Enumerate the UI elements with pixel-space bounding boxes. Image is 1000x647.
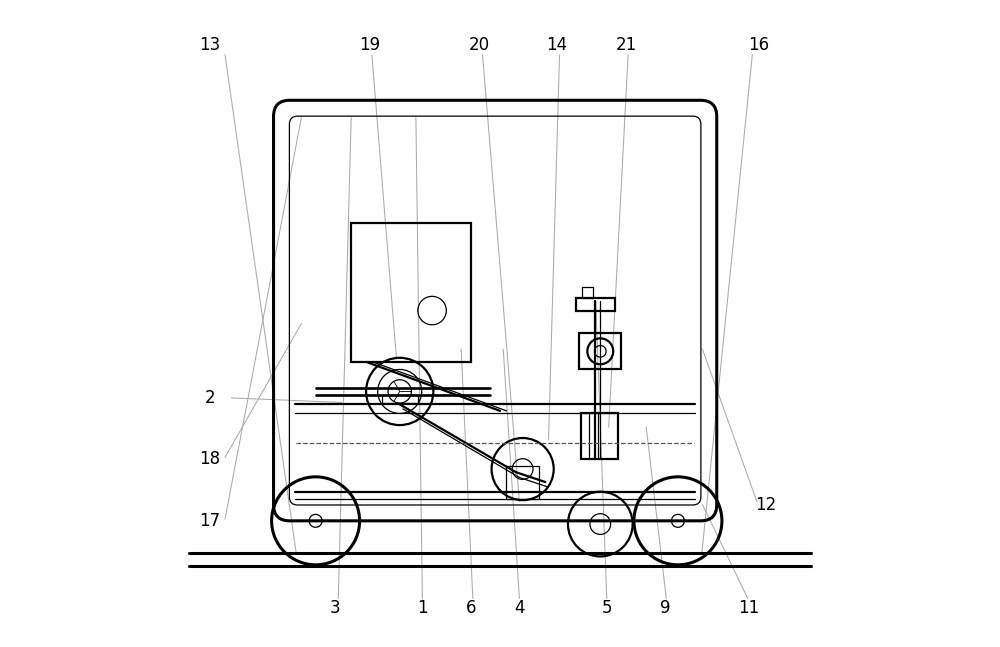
Text: 9: 9 <box>660 599 670 617</box>
Text: 2: 2 <box>205 389 215 407</box>
Bar <box>579 333 621 369</box>
Text: 21: 21 <box>616 36 637 54</box>
Text: 18: 18 <box>200 450 221 468</box>
Text: 19: 19 <box>359 36 380 54</box>
Text: 11: 11 <box>738 599 760 617</box>
Text: 5: 5 <box>602 599 612 617</box>
Bar <box>581 413 618 459</box>
Text: 6: 6 <box>466 599 476 617</box>
Text: 14: 14 <box>546 36 567 54</box>
Text: 12: 12 <box>755 496 776 514</box>
Text: 3: 3 <box>330 599 340 617</box>
Text: 17: 17 <box>200 512 221 530</box>
Bar <box>351 223 471 362</box>
Text: 13: 13 <box>200 36 221 54</box>
Text: 1: 1 <box>417 599 428 617</box>
Bar <box>506 466 539 499</box>
Bar <box>382 395 418 403</box>
Bar <box>582 287 593 298</box>
Bar <box>576 298 615 311</box>
Text: 4: 4 <box>514 599 525 617</box>
Text: 20: 20 <box>469 36 490 54</box>
Text: 16: 16 <box>748 36 769 54</box>
